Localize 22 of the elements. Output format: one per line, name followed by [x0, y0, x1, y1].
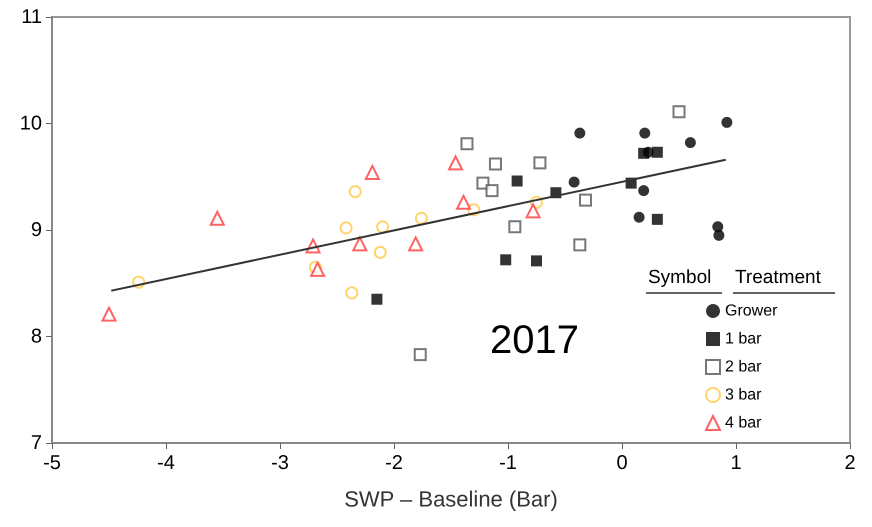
y-tick-label: 9 [30, 219, 42, 241]
x-tick-label: -3 [271, 452, 289, 474]
x-tick-label: -1 [499, 452, 517, 474]
annotation: Treatment [735, 267, 822, 288]
y-tick-label: 7 [30, 432, 42, 454]
legend-label: 2 bar [725, 358, 762, 376]
x-tick-label: -4 [157, 452, 175, 474]
y-tick-label: 11 [21, 6, 42, 28]
x-axis-title: SWP – Baseline (Bar) [344, 486, 558, 512]
x-tick-label: -5 [43, 452, 61, 474]
y-tick-label: 10 [20, 112, 42, 134]
legend-label: 3 bar [725, 386, 762, 404]
legend-label: Grower [725, 302, 778, 320]
x-tick-label: 0 [616, 452, 628, 474]
legend-title: Symbol [648, 267, 712, 288]
text: 2017 [490, 318, 579, 362]
x-tick-label: 2 [844, 452, 856, 474]
legend-label: 4 bar [725, 414, 762, 432]
legend-label: 1 bar [725, 330, 762, 348]
x-tick-label: 1 [730, 452, 742, 474]
x-tick-label: -2 [385, 452, 403, 474]
y-tick-label: 8 [30, 326, 42, 348]
